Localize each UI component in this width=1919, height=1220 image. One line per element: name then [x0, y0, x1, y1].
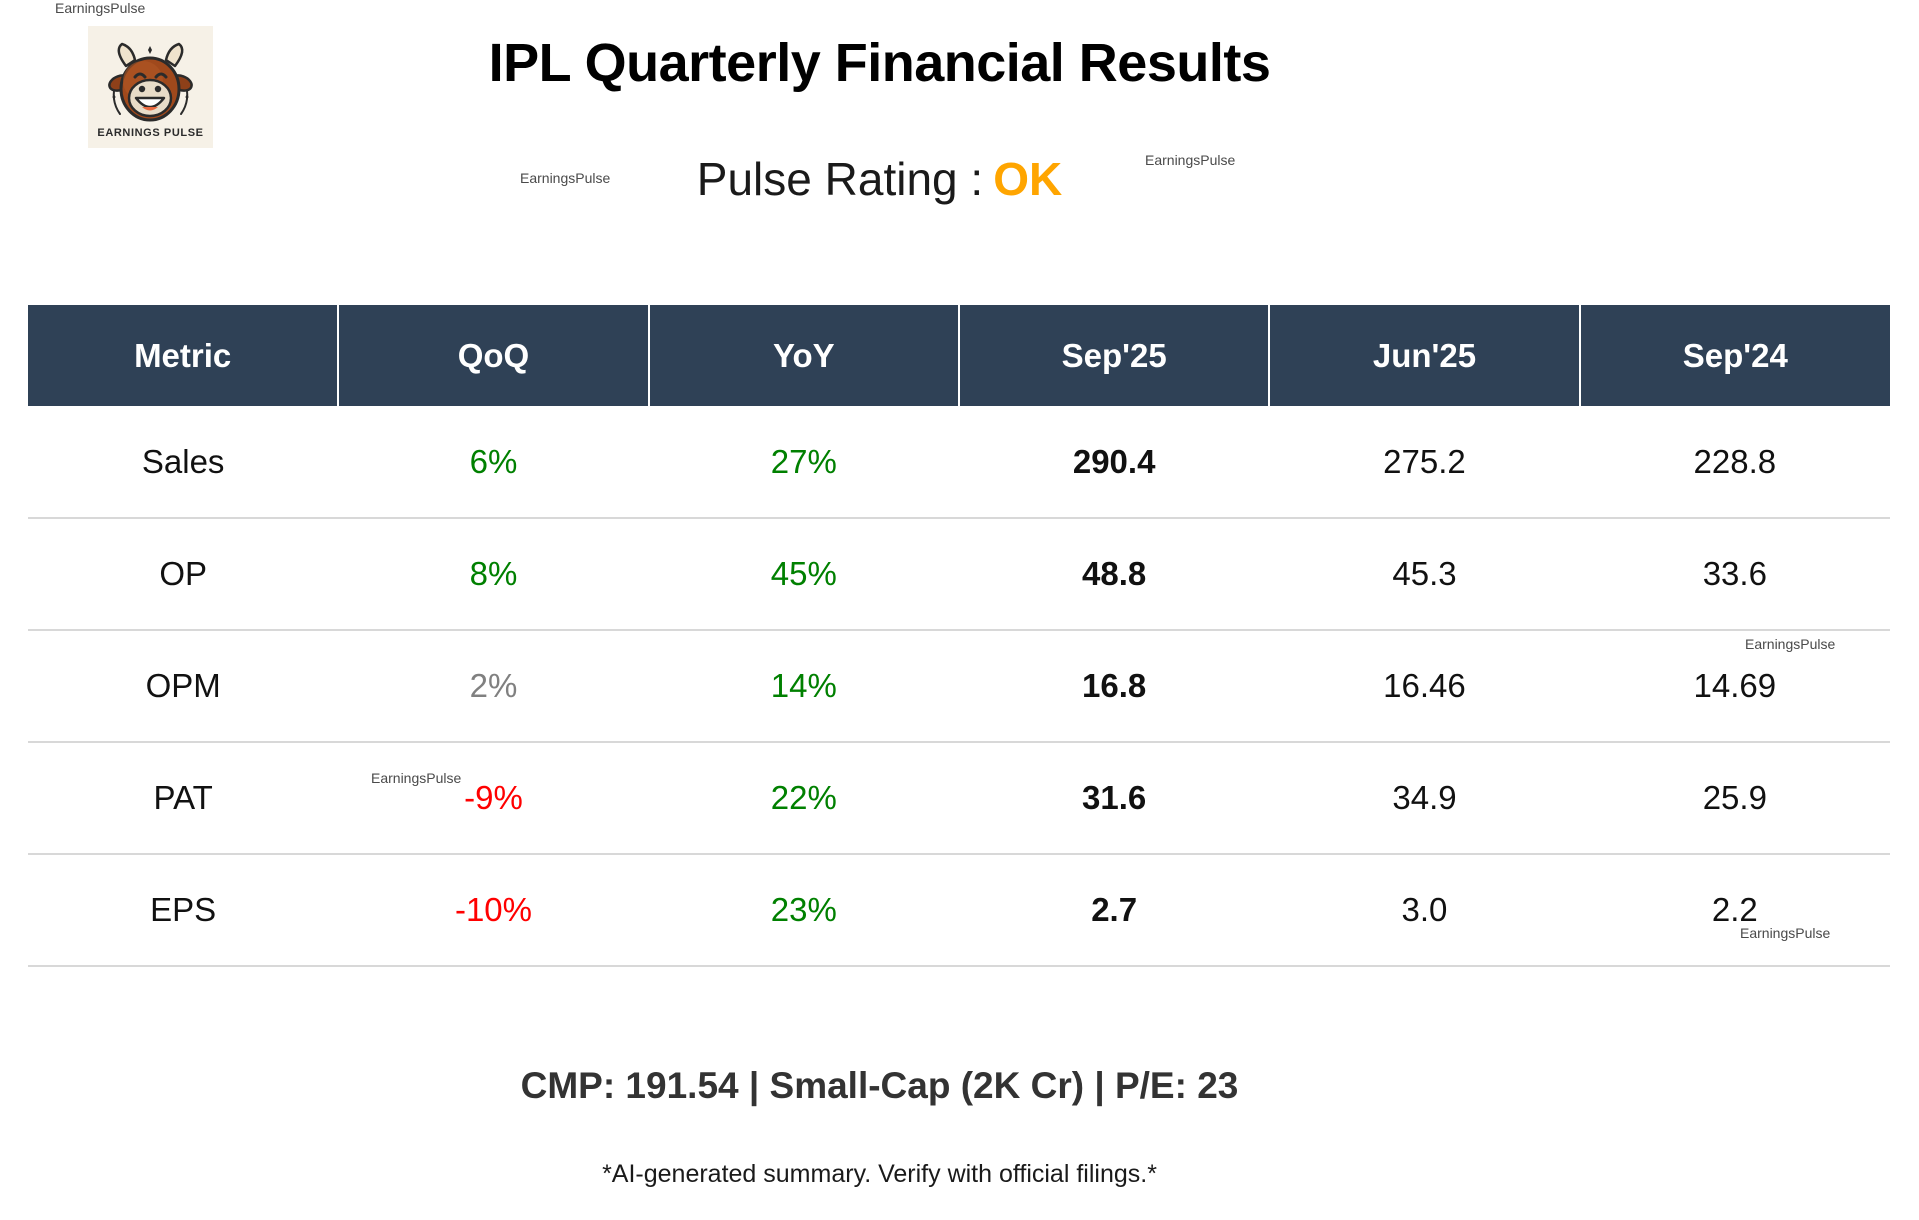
table-body: Sales 6% 27% 290.4 275.2 228.8 OP 8% 45% 48.8 45.3…: [28, 406, 1890, 967]
cell-prev_q: 45.3: [1269, 518, 1580, 631]
svg-text:EARNINGS PULSE: EARNINGS PULSE: [97, 127, 203, 139]
cell-cur: 2.7: [958, 854, 1270, 967]
earnings-pulse-logo: EARNINGS PULSE: [88, 26, 213, 148]
pulse-rating-label: Pulse Rating :: [696, 153, 984, 205]
column-header-sep24: Sep'24: [1579, 305, 1890, 406]
cell-yoy: 14%: [648, 630, 959, 743]
financial-results-table: Metric QoQ YoY Sep'25 Jun'25 Sep'24 Sale…: [28, 305, 1890, 967]
pulse-rating: Pulse Rating : OK: [0, 152, 1919, 206]
column-header-qoq: QoQ: [338, 305, 650, 406]
cell-prev_y: 2.2: [1579, 854, 1890, 967]
table-row: EPS -10% 23% 2.7 3.0 2.2: [28, 854, 1890, 967]
cell-prev_q: 16.46: [1269, 630, 1580, 743]
cell-yoy: 45%: [648, 518, 959, 631]
cell-qoq: 2%: [338, 630, 649, 743]
cell-yoy: 22%: [648, 742, 959, 855]
cell-prev_q: 3.0: [1269, 854, 1580, 967]
cell-qoq: 8%: [338, 518, 649, 631]
cell-metric: EPS: [28, 854, 339, 967]
cell-prev_y: 228.8: [1579, 406, 1890, 519]
watermark-0: EarningsPulse: [55, 0, 146, 16]
cell-qoq: -10%: [338, 854, 649, 967]
table-row: OP 8% 45% 48.8 45.3 33.6: [28, 518, 1890, 631]
column-header-metric: Metric: [28, 305, 340, 406]
cell-qoq: -9%: [338, 742, 649, 855]
table-row: PAT -9% 22% 31.6 34.9 25.9: [28, 742, 1890, 855]
cell-cur: 31.6: [958, 742, 1270, 855]
pulse-rating-value: OK: [993, 153, 1063, 205]
cell-yoy: 27%: [648, 406, 959, 519]
cell-prev_y: 14.69: [1579, 630, 1890, 743]
cell-yoy: 23%: [648, 854, 959, 967]
cell-cur: 48.8: [958, 518, 1270, 631]
cell-prev_y: 25.9: [1579, 742, 1890, 855]
ai-disclaimer: *AI-generated summary. Verify with offic…: [602, 1160, 1157, 1188]
cell-metric: OP: [28, 518, 339, 631]
cell-qoq: 6%: [338, 406, 649, 519]
cell-metric: Sales: [28, 406, 339, 519]
column-header-sep25: Sep'25: [958, 305, 1271, 406]
cell-prev_q: 275.2: [1269, 406, 1580, 519]
bull-logo-icon: EARNINGS PULSE: [88, 26, 213, 148]
table-row: OPM 2% 14% 16.8 16.46 14.69: [28, 630, 1890, 743]
table-row: Sales 6% 27% 290.4 275.2 228.8: [28, 406, 1890, 519]
column-header-yoy: YoY: [648, 305, 960, 406]
column-header-jun25: Jun'25: [1269, 305, 1581, 406]
cell-prev_q: 34.9: [1269, 742, 1580, 855]
cell-prev_y: 33.6: [1579, 518, 1890, 631]
cell-cur: 290.4: [958, 406, 1270, 519]
cell-metric: OPM: [28, 630, 339, 743]
table-header-row: Metric QoQ YoY Sep'25 Jun'25 Sep'24: [28, 305, 1890, 406]
page-title: IPL Quarterly Financial Results: [488, 33, 1271, 93]
cmp-summary: CMP: 191.54 | Small-Cap (2K Cr) | P/E: 2…: [520, 1065, 1239, 1106]
cell-cur: 16.8: [958, 630, 1270, 743]
cell-metric: PAT: [28, 742, 339, 855]
